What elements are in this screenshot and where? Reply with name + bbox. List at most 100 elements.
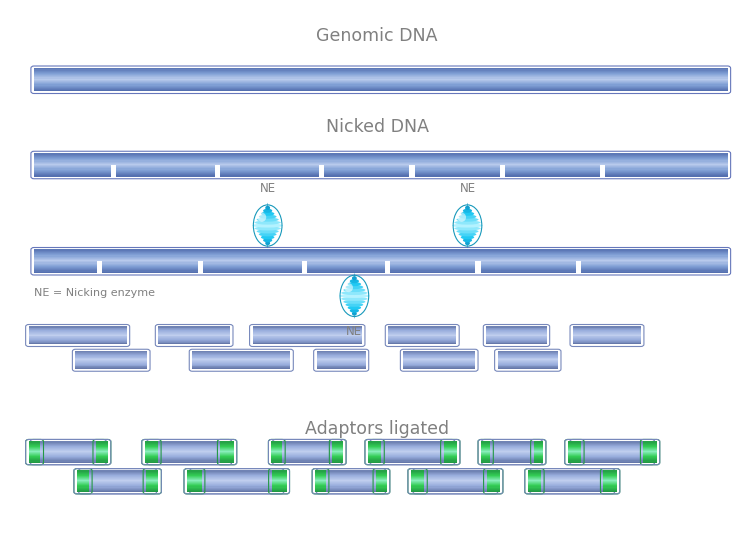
Bar <box>486 333 547 334</box>
Bar <box>315 471 326 473</box>
Bar <box>498 362 558 364</box>
Bar <box>220 443 234 445</box>
Bar <box>416 475 495 477</box>
Ellipse shape <box>461 235 474 239</box>
Bar <box>533 471 611 473</box>
Bar <box>158 329 230 331</box>
Bar <box>34 170 728 172</box>
Bar <box>573 343 641 344</box>
Bar <box>568 453 581 454</box>
Bar <box>34 75 728 76</box>
Bar <box>403 356 475 358</box>
Bar <box>146 471 158 473</box>
Bar <box>373 441 452 443</box>
Bar <box>573 455 651 456</box>
Ellipse shape <box>456 229 479 233</box>
Bar <box>81 470 154 472</box>
Bar <box>568 447 581 449</box>
Bar <box>486 483 500 485</box>
Bar <box>315 478 326 480</box>
Bar <box>146 490 158 492</box>
Ellipse shape <box>263 238 272 243</box>
Bar <box>271 481 287 482</box>
Bar <box>373 450 452 452</box>
Bar <box>534 452 543 453</box>
Bar <box>317 364 366 366</box>
Ellipse shape <box>343 300 366 304</box>
Bar <box>373 449 452 451</box>
Bar <box>376 487 387 488</box>
Bar <box>333 452 343 453</box>
Bar <box>253 327 362 328</box>
Ellipse shape <box>263 208 272 213</box>
Bar <box>146 476 158 478</box>
Bar <box>317 367 366 369</box>
Bar <box>145 452 158 453</box>
Bar <box>403 359 475 360</box>
Bar <box>534 459 543 460</box>
Bar <box>528 489 541 491</box>
Bar <box>603 490 617 492</box>
Bar <box>443 456 457 458</box>
Bar <box>193 484 280 486</box>
Bar <box>34 264 728 266</box>
Bar <box>275 444 339 446</box>
Bar <box>486 480 500 481</box>
Bar <box>528 470 541 472</box>
Bar <box>34 261 728 262</box>
Bar <box>187 480 202 481</box>
Bar <box>388 326 456 328</box>
Bar <box>146 488 158 490</box>
Bar <box>187 471 202 473</box>
Bar <box>534 447 543 448</box>
Bar <box>187 490 202 492</box>
Bar <box>77 471 89 473</box>
Bar <box>193 470 280 472</box>
Bar <box>416 486 495 487</box>
Bar <box>96 448 108 450</box>
Bar <box>333 442 343 444</box>
Bar <box>603 477 617 479</box>
Bar <box>81 487 154 488</box>
Bar <box>96 450 108 452</box>
Bar <box>373 460 452 461</box>
Bar <box>34 164 728 166</box>
Bar <box>75 362 147 364</box>
Bar <box>315 476 326 478</box>
Bar <box>319 484 383 486</box>
Bar <box>33 446 103 447</box>
Bar <box>187 476 202 478</box>
Bar <box>275 449 339 451</box>
Bar <box>603 475 617 476</box>
Bar <box>315 480 326 481</box>
Bar <box>29 338 127 339</box>
Bar <box>486 471 500 473</box>
Ellipse shape <box>452 223 483 228</box>
Bar <box>187 481 202 482</box>
Bar <box>486 490 500 492</box>
Bar <box>534 444 543 446</box>
Bar <box>643 454 657 455</box>
Bar <box>486 487 500 488</box>
Bar <box>34 256 728 258</box>
Ellipse shape <box>350 279 359 283</box>
Bar <box>603 471 617 473</box>
Bar <box>528 477 541 479</box>
Bar <box>271 449 282 451</box>
Bar <box>193 490 280 492</box>
Bar <box>573 444 651 446</box>
Bar <box>34 271 728 273</box>
Bar <box>271 456 282 458</box>
Bar <box>33 458 103 459</box>
Bar <box>33 449 103 451</box>
Bar <box>411 471 425 473</box>
Bar <box>75 363 147 365</box>
Bar <box>528 474 541 475</box>
Bar <box>220 452 234 453</box>
Bar <box>34 160 728 162</box>
Bar <box>34 84 728 86</box>
Bar <box>220 458 234 459</box>
Bar <box>33 456 103 458</box>
Bar <box>271 488 287 490</box>
Bar <box>253 328 362 329</box>
